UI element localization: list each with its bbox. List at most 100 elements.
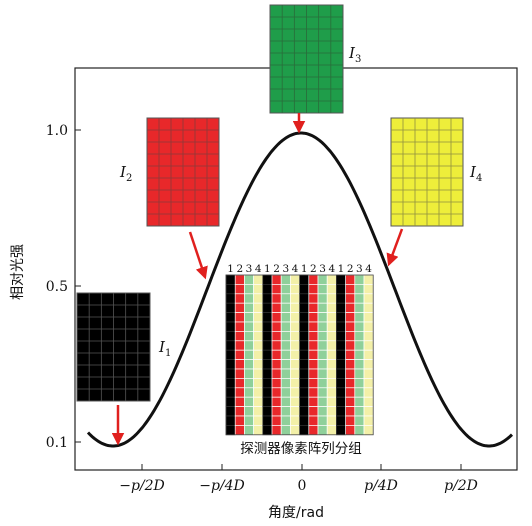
detector-pixel (299, 349, 310, 360)
detector-pixel (225, 312, 236, 323)
panel-label-i2: I2 (119, 163, 132, 184)
detector-pixel (234, 387, 245, 398)
detector-pixel (345, 406, 356, 417)
detector-pixel (253, 340, 264, 351)
detector-pixel (234, 406, 245, 417)
detector-pixel (280, 340, 291, 351)
detector-pixel (234, 425, 245, 436)
detector-pixel (317, 293, 328, 304)
detector-pixel (234, 302, 245, 313)
detector-pixel (336, 406, 346, 417)
detector-pixel (244, 368, 254, 379)
detector-pixel (225, 378, 236, 389)
detector-pixel (317, 415, 328, 426)
detector-pixel (253, 396, 264, 407)
detector-pixel (253, 302, 264, 313)
detector-pixel (317, 387, 328, 398)
detector-pixel (234, 396, 245, 407)
pixel-panel-i1 (76, 292, 151, 402)
detector-pixel (290, 340, 300, 351)
detector-pixel (326, 378, 337, 389)
detector-pixel (363, 396, 374, 407)
detector-pixel (336, 396, 346, 407)
detector-pixel (225, 415, 236, 426)
detector-pixel (253, 312, 264, 323)
detector-pixel (225, 349, 236, 360)
detector-pixel (234, 293, 245, 304)
detector-pixel (262, 284, 273, 295)
detector-pixel (280, 312, 291, 323)
detector-pixel (363, 368, 374, 379)
detector-pixel (326, 359, 337, 370)
detector-pixel (354, 378, 365, 389)
x-tick-label: 0 (298, 478, 307, 494)
detector-pixel (271, 331, 282, 342)
detector-pixel (299, 321, 310, 332)
detector-pixel (271, 378, 282, 389)
detector-pixel (262, 331, 273, 342)
detector-pixel (308, 321, 319, 332)
detector-pixel (326, 284, 337, 295)
detector-pixel (234, 340, 245, 351)
detector-pixel (234, 321, 245, 332)
detector-pixel (336, 284, 346, 295)
detector-pixel (262, 387, 273, 398)
detector-pixel (280, 378, 291, 389)
detector-pixel (363, 340, 374, 351)
detector-pixel (299, 396, 310, 407)
detector-pixel (354, 274, 365, 285)
detector-group-number: 3 (246, 263, 253, 275)
detector-pixel (244, 396, 254, 407)
detector-pixel (336, 349, 346, 360)
detector-pixel (271, 359, 282, 370)
detector-pixel (234, 331, 245, 342)
detector-pixel (253, 387, 264, 398)
detector-pixel (363, 302, 374, 313)
detector-pixel (262, 321, 273, 332)
pixel-panel-i3 (269, 4, 344, 114)
detector-pixel (317, 331, 328, 342)
detector-pixel (290, 415, 300, 426)
detector-pixel (253, 406, 264, 417)
detector-pixel (354, 340, 365, 351)
detector-pixel (290, 387, 300, 398)
detector-pixel (317, 349, 328, 360)
detector-pixel (317, 378, 328, 389)
detector-pixel (354, 406, 365, 417)
detector-pixel (354, 359, 365, 370)
detector-pixel (262, 396, 273, 407)
detector-pixel (336, 368, 346, 379)
detector-pixel (308, 406, 319, 417)
arrow-i4 (386, 228, 404, 267)
x-tick-label: −p/4D (199, 478, 245, 494)
detector-pixel (336, 321, 346, 332)
detector-pixel (225, 368, 236, 379)
detector-pixel (225, 340, 236, 351)
pixel-panel-i2 (146, 117, 220, 227)
detector-pixel (317, 359, 328, 370)
detector-pixel (345, 302, 356, 313)
detector-pixel (308, 396, 319, 407)
detector-pixel (244, 312, 254, 323)
detector-pixel (336, 274, 346, 285)
detector-pixel (244, 284, 254, 295)
detector-pixel (345, 368, 356, 379)
detector-pixel (280, 302, 291, 313)
detector-pixel (317, 368, 328, 379)
detector-pixel (345, 387, 356, 398)
detector-pixel (253, 284, 264, 295)
detector-caption: 探测器像素阵列分组 (240, 441, 362, 457)
detector-pixel (280, 396, 291, 407)
detector-pixel (299, 302, 310, 313)
detector-pixel (308, 387, 319, 398)
detector-pixel (271, 321, 282, 332)
detector-pixel (253, 293, 264, 304)
panel-label-i3: I3 (348, 44, 361, 65)
detector-pixel (336, 415, 346, 426)
detector-pixel (326, 368, 337, 379)
detector-pixel (345, 359, 356, 370)
detector-pixel (354, 312, 365, 323)
detector-pixel (326, 302, 337, 313)
detector-array (225, 274, 374, 436)
